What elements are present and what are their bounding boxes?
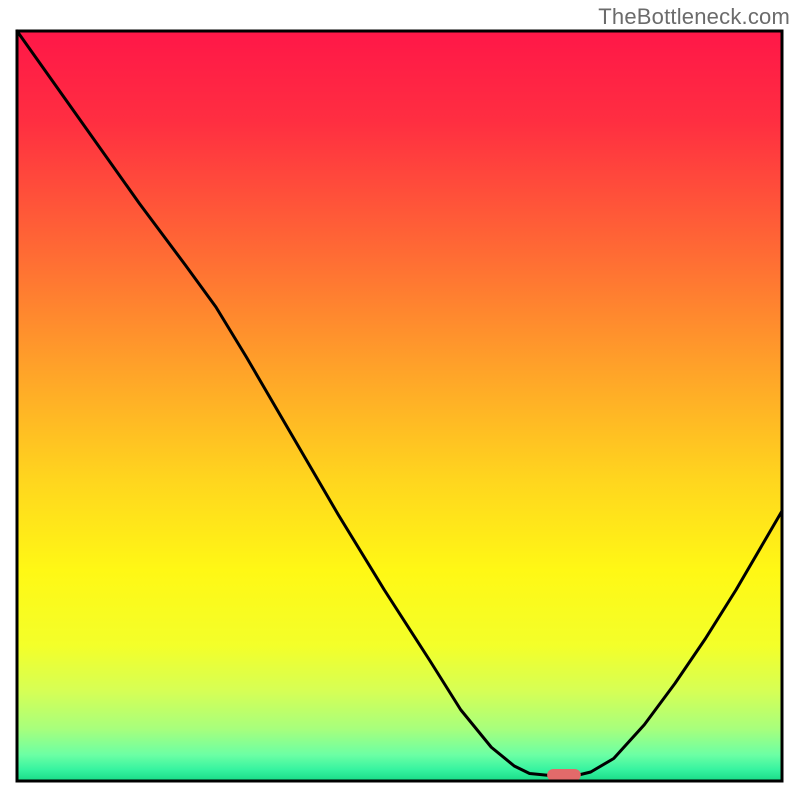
optimal-marker [547,769,581,781]
plot-gradient-background [17,31,782,781]
watermark-text: TheBottleneck.com [598,4,790,30]
bottleneck-chart [0,0,800,800]
